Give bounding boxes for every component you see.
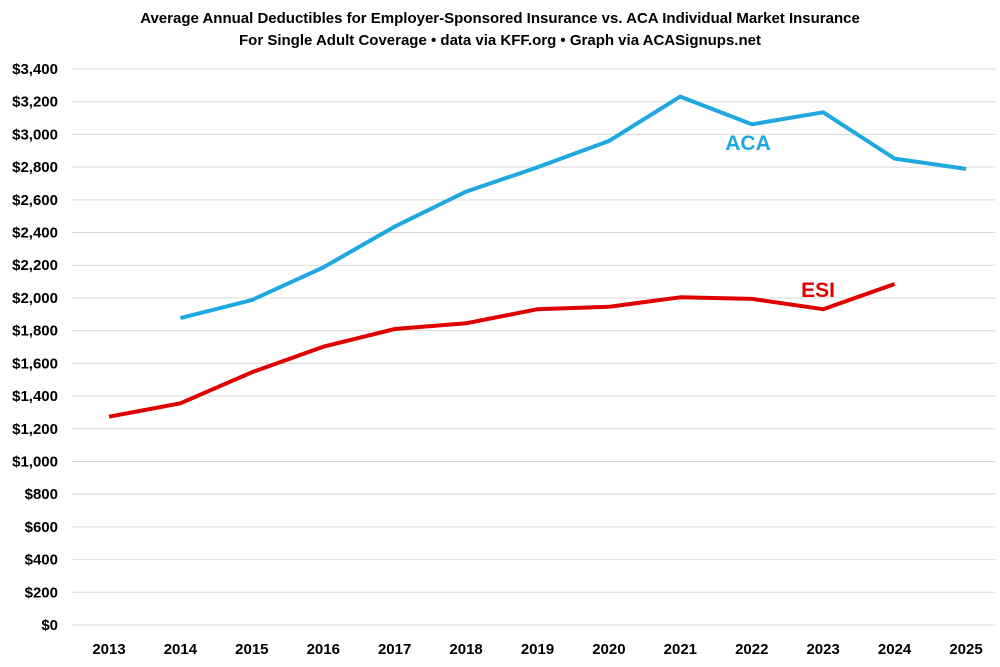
- series-line-aca: [179, 94, 967, 321]
- x-tick-label: 2023: [806, 641, 839, 658]
- y-tick-label: $400: [25, 552, 58, 569]
- x-tick-label: 2019: [521, 641, 554, 658]
- y-tick-label: $3,200: [12, 94, 58, 111]
- x-tick-label: 2025: [949, 641, 982, 658]
- chart-title: Average Annual Deductibles for Employer-…: [140, 10, 860, 27]
- series-label-esi: ESI: [801, 279, 835, 302]
- y-tick-label: $600: [25, 519, 58, 536]
- x-tick-label: 2018: [449, 641, 482, 658]
- y-tick-label: $1,800: [12, 323, 58, 340]
- y-tick-label: $3,400: [12, 61, 58, 78]
- x-tick-label: 2015: [235, 641, 268, 658]
- y-tick-label: $1,200: [12, 421, 58, 438]
- y-tick-label: $2,800: [12, 159, 58, 176]
- chart-subtitle: For Single Adult Coverage • data via KFF…: [239, 32, 761, 49]
- x-tick-label: 2016: [307, 641, 340, 658]
- y-tick-label: $2,000: [12, 290, 58, 307]
- y-tick-label: $2,600: [12, 192, 58, 209]
- series-label-aca: ACA: [725, 132, 771, 155]
- x-tick-label: 2014: [164, 641, 198, 658]
- y-tick-label: $1,000: [12, 453, 58, 470]
- y-tick-label: $2,400: [12, 225, 58, 242]
- y-tick-label: $0: [41, 617, 58, 634]
- x-tick-label: 2021: [664, 641, 697, 658]
- y-tick-label: $800: [25, 486, 58, 503]
- y-tick-label: $1,600: [12, 355, 58, 372]
- x-tick-label: 2013: [92, 641, 125, 658]
- y-tick-label: $200: [25, 584, 58, 601]
- x-tick-label: 2024: [878, 641, 912, 658]
- x-tick-label: 2020: [592, 641, 625, 658]
- series-line-esi: [108, 282, 896, 419]
- y-tick-label: $3,000: [12, 126, 58, 143]
- x-tick-label: 2022: [735, 641, 768, 658]
- y-tick-label: $2,200: [12, 257, 58, 274]
- y-tick-label: $1,400: [12, 388, 58, 405]
- x-tick-label: 2017: [378, 641, 411, 658]
